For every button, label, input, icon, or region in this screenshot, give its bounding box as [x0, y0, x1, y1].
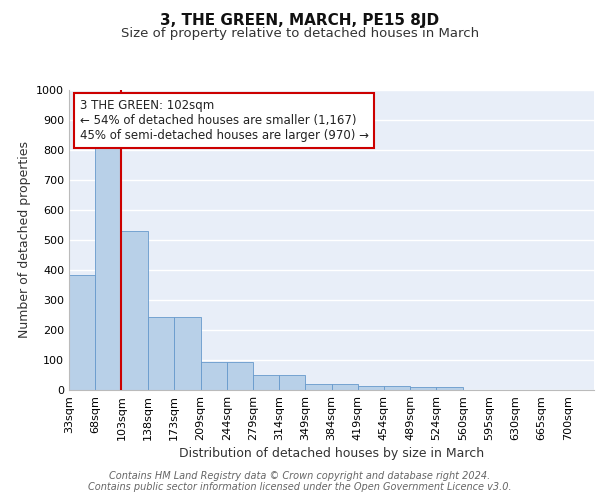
Y-axis label: Number of detached properties: Number of detached properties [17, 142, 31, 338]
Bar [436, 388, 463, 390]
Text: 3, THE GREEN, MARCH, PE15 8JD: 3, THE GREEN, MARCH, PE15 8JD [160, 12, 440, 28]
Bar [174, 317, 200, 390]
Bar [148, 317, 174, 390]
Text: Contains HM Land Registry data © Crown copyright and database right 2024.
Contai: Contains HM Land Registry data © Crown c… [88, 471, 512, 492]
Bar [227, 362, 253, 390]
Bar [358, 386, 384, 390]
X-axis label: Distribution of detached houses by size in March: Distribution of detached houses by size … [179, 447, 484, 460]
Bar [410, 388, 436, 390]
Bar [384, 386, 410, 390]
Bar [95, 141, 121, 390]
Text: 3 THE GREEN: 102sqm
← 54% of detached houses are smaller (1,167)
45% of semi-det: 3 THE GREEN: 102sqm ← 54% of detached ho… [79, 99, 368, 142]
Text: Size of property relative to detached houses in March: Size of property relative to detached ho… [121, 28, 479, 40]
Bar [305, 384, 331, 390]
Bar [69, 274, 95, 390]
Bar [253, 375, 279, 390]
Bar [331, 384, 358, 390]
Bar [279, 375, 305, 390]
Bar [121, 231, 148, 390]
Bar [200, 362, 227, 390]
